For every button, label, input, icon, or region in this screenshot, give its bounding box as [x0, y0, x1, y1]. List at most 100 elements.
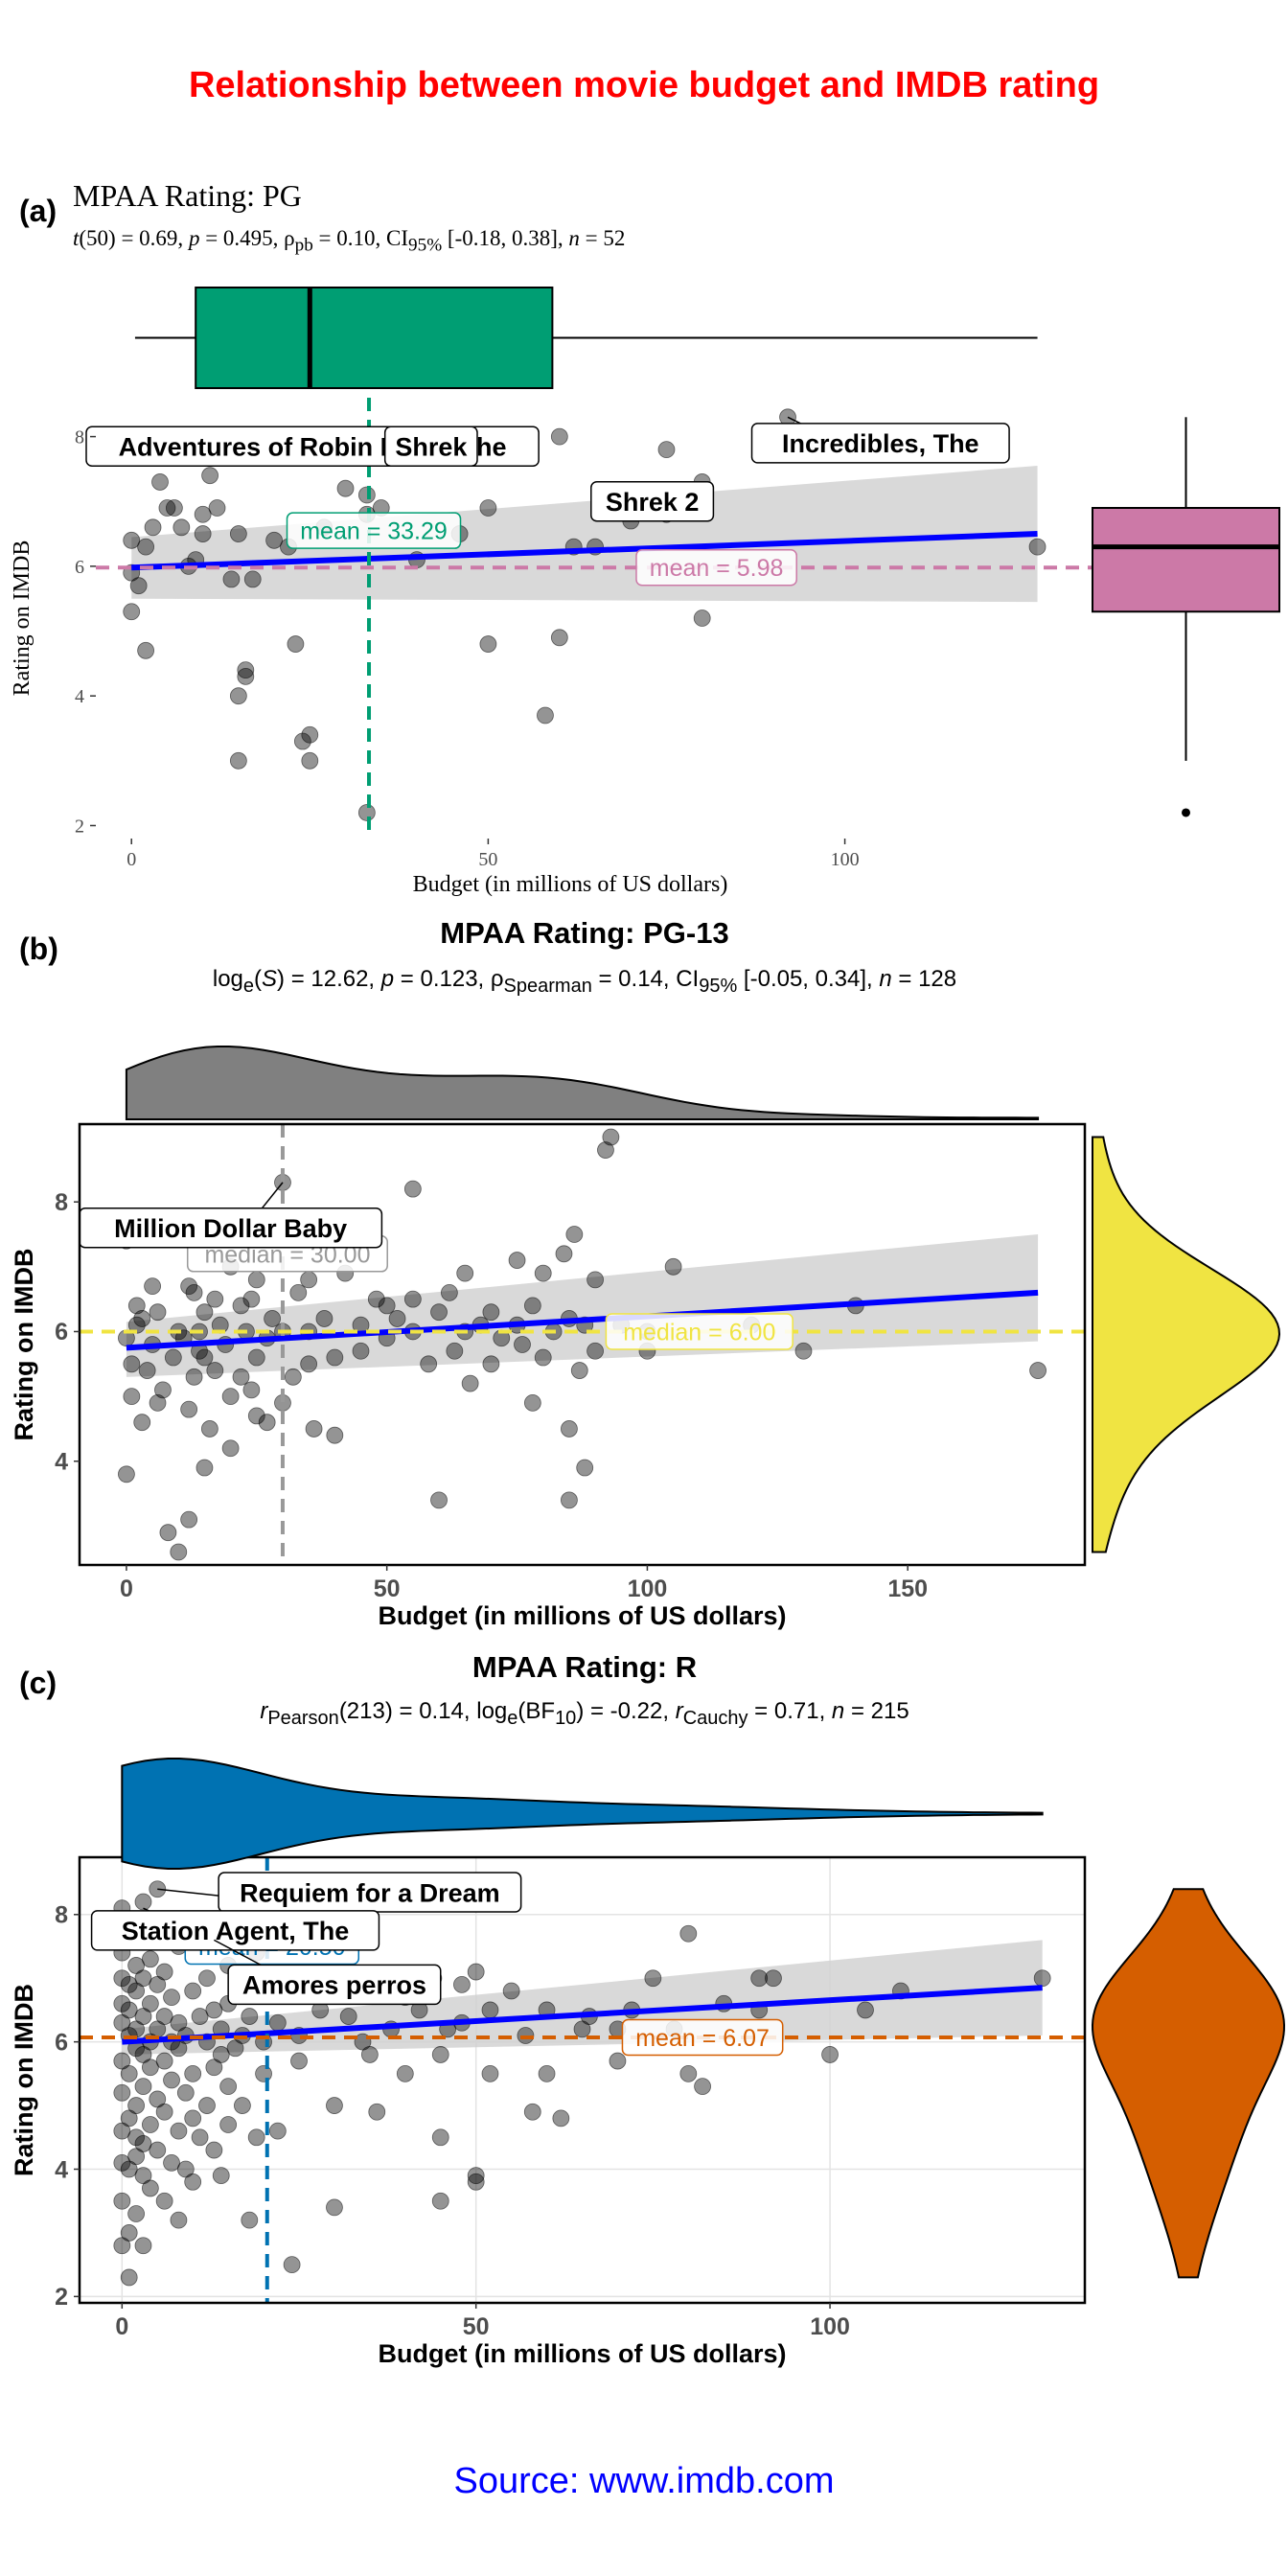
panel-c-data-point	[205, 2001, 223, 2019]
panel-a-confidence-band	[131, 466, 1038, 603]
panel-c-data-point	[765, 1969, 782, 1988]
panel-c-y-tick-label: 2	[55, 2284, 68, 2311]
panel-a-data-point	[237, 667, 255, 685]
panel-c-data-point	[113, 2153, 131, 2172]
panel-a-y-tick-label: 6	[75, 557, 84, 578]
panel-a-data-point	[243, 570, 262, 588]
panel-b-data-point	[247, 1407, 265, 1425]
panel-b-sub-ci: 95%	[699, 975, 738, 997]
panel-c-data-point	[127, 2128, 145, 2147]
panel-b-fit-line	[126, 1289, 1039, 1351]
panel-b-x-tick-label: 100	[628, 1576, 668, 1602]
panel-c-data-point	[184, 2109, 202, 2128]
panel-c-annotation-box	[227, 1964, 442, 2006]
panel-b-data-point	[247, 1271, 265, 1289]
panel-b-data-point	[154, 1381, 172, 1399]
panel-b-data-point	[326, 1426, 344, 1444]
panel-a-data-point	[293, 732, 311, 750]
panel-a-x-center-label-box	[286, 512, 462, 549]
panel-b-data-point	[441, 1283, 458, 1301]
panel-b-sub-p: p	[380, 966, 395, 992]
panel-a-data-point	[201, 467, 218, 485]
panel-a-y-center-label: mean = 5.98	[650, 555, 784, 582]
panel-a-y-tick-label: 2	[75, 816, 84, 837]
panel-b-data-point	[180, 1400, 198, 1418]
panel-b-data-point	[561, 1491, 578, 1509]
panel-b-annotation-label: Million Dollar Baby	[114, 1214, 347, 1243]
panel-b-data-point	[221, 1439, 240, 1458]
panel-a-data-point	[357, 486, 376, 504]
panel-c-sub-r2val: = 0.71,	[748, 1698, 832, 1724]
panel-b-data-point	[430, 1491, 448, 1509]
panel-c-x-tick-label: 100	[810, 2313, 850, 2340]
panel-a-data-point	[137, 538, 155, 556]
panel-c-data-point	[247, 2128, 265, 2147]
panel-a-data-point	[237, 661, 255, 679]
panel-a-y-center-label-box	[635, 548, 797, 586]
panel-a-data-point	[357, 804, 376, 821]
panel-c-data-point	[431, 2192, 449, 2210]
panel-c-sub-bf: (BF	[518, 1698, 556, 1724]
panel-b-data-point	[289, 1283, 308, 1301]
panel-b-data-point	[180, 1510, 198, 1529]
panel-c-sub-r2: r	[675, 1698, 683, 1724]
panel-c-data-point	[268, 2122, 287, 2140]
panel-b-data-point	[326, 1348, 344, 1367]
panel-b-data-point	[534, 1348, 552, 1367]
panel-b-data-point	[570, 1362, 588, 1379]
panel-b-data-point	[420, 1355, 438, 1373]
panel-b-data-point	[133, 1414, 151, 1432]
panel-a-annotation-box	[750, 423, 1010, 464]
panel-b-data-point	[196, 1348, 214, 1367]
panel-c-data-point	[141, 1994, 159, 2012]
panel-b-data-point	[232, 1297, 250, 1315]
panel-a-data-point	[336, 479, 355, 497]
panel-b-data-point	[232, 1368, 250, 1386]
panel-a-annotation-label: Shrek 2	[606, 488, 700, 517]
panel-a-data-point	[194, 505, 212, 523]
panel-c-sub-r1val: (213) = 0.14, log	[338, 1698, 508, 1724]
panel-a-data-point	[172, 518, 191, 537]
panel-c-sub-bfval: ) = -0.22,	[576, 1698, 676, 1724]
panel-a-marginal-y-box	[1092, 507, 1280, 613]
panel-a-data-point	[208, 499, 226, 517]
panel-c-y-center-label: mean = 6.07	[635, 2025, 770, 2052]
panel-b-data-point	[170, 1543, 188, 1561]
panel-a-data-point	[144, 518, 162, 537]
panel-a-data-point	[129, 577, 148, 595]
panel-a-x-axis-label: Budget (in millions of US dollars)	[413, 872, 728, 897]
panel-a-marginal-y-outlier	[1182, 808, 1190, 817]
panel-b-sub-open: (	[254, 966, 263, 992]
panel-c-data-point	[134, 2135, 152, 2152]
panel-a-data-point	[657, 441, 676, 459]
panel-b-data-point	[555, 1245, 573, 1263]
panel-c-data-point	[141, 2058, 159, 2077]
panel-c-data-point	[184, 2173, 202, 2191]
panel-c-data-point	[134, 2237, 152, 2255]
panel-b-data-point	[196, 1303, 214, 1322]
panel-a-sub-p: p	[188, 226, 200, 250]
panel-a-data-point	[537, 706, 554, 724]
panel-b-marginal-x-density	[125, 1045, 1040, 1120]
panel-a-x-tick-label: 50	[478, 849, 497, 870]
panel-c-data-point	[155, 1963, 173, 1981]
panel-c-data-point	[163, 2153, 180, 2172]
panel-c-annotation-label: Requiem for a Dream	[240, 1878, 500, 1907]
panel-b-data-point	[461, 1374, 479, 1392]
panel-b-data-point	[565, 1226, 584, 1243]
panel-c-x-axis-label: Budget (in millions of US dollars)	[378, 2339, 786, 2368]
panel-a-data-point	[550, 629, 568, 647]
panel-a-title: MPAA Rating: PG	[73, 178, 302, 213]
panel-b-sub-pval: = 0.123, ρ	[394, 966, 504, 992]
panel-c-plot-frame	[78, 1855, 1087, 2305]
panel-b-sub-S: S	[262, 966, 278, 992]
panel-c-annotation-box	[90, 1910, 380, 1951]
panel-c-data-point	[538, 2064, 556, 2082]
panel-a-data-point	[479, 635, 497, 653]
panel-c-sub-r1: r	[260, 1698, 268, 1724]
panel-a-sub-pval: = 0.495, ρ	[199, 226, 295, 250]
panel-c-sub-r2sub: Cauchy	[682, 1707, 748, 1729]
panel-a-y-tick-label: 4	[75, 686, 84, 707]
panel-c-data-point	[219, 2116, 238, 2133]
